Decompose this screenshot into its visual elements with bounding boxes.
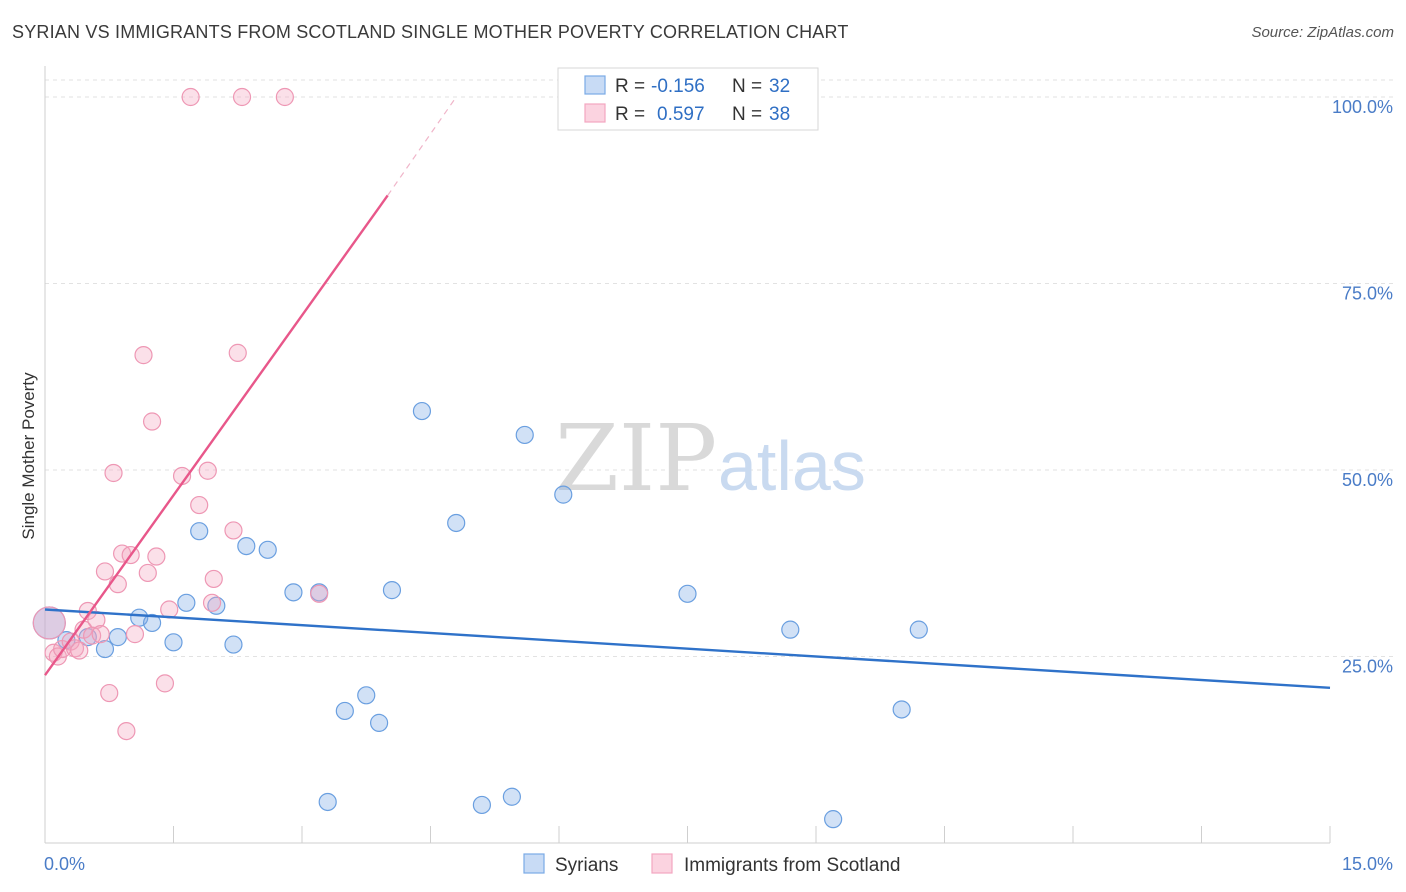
scotland-point-25 [160, 600, 179, 619]
bottom-legend-swatch-scotland [651, 853, 673, 874]
y-tick-label-75: 75.0% [1342, 284, 1393, 304]
legend-n-value-syrians: 32 [769, 76, 790, 97]
scotland-point-22 [142, 412, 162, 431]
scotland-point-36 [310, 584, 329, 603]
syrians-point-11 [224, 635, 243, 654]
legend-r-value-syrians: -0.156 [651, 76, 705, 97]
legend-r-label-syrians: R = [615, 76, 645, 97]
syrians-point-18 [357, 686, 376, 705]
scotland-point-23 [147, 547, 166, 566]
scotland-point-21 [138, 563, 157, 583]
watermark-zip: ZIP [555, 405, 717, 512]
scotland-trend-line [44, 194, 389, 676]
scotland-point-17 [117, 721, 136, 741]
scotland-point-35 [275, 87, 294, 107]
y-tick-label-50: 50.0% [1342, 470, 1393, 490]
x-tick-labels: 0.0% 15.0% [44, 854, 1393, 874]
y-tick-labels: 25.0% 50.0% 75.0% 100.0% [1332, 97, 1393, 677]
syrians-point-27 [678, 584, 697, 603]
legend-r-value-scotland: 0.597 [657, 104, 705, 125]
scotland-point-13 [100, 683, 119, 703]
series-legend: Syrians Immigrants from Scotland [523, 853, 900, 876]
syrians-point-9 [190, 522, 209, 541]
data-points [32, 87, 928, 829]
scotland-point-0 [32, 606, 66, 640]
scotland-point-31 [204, 569, 223, 589]
scotland-point-12 [95, 562, 115, 581]
syrians-point-17 [335, 701, 354, 721]
syrians-point-21 [412, 401, 432, 421]
scotland-point-27 [181, 87, 200, 107]
syrians-point-20 [382, 581, 402, 600]
scotland-point-32 [224, 521, 243, 540]
syrians-point-7 [164, 633, 183, 652]
scotland-point-29 [198, 461, 217, 480]
syrians-point-30 [892, 700, 911, 719]
legend-r-label-scotland: R = [615, 104, 645, 125]
syrians-point-22 [447, 513, 466, 533]
scotland-point-28 [190, 495, 209, 515]
bottom-legend-swatch-syrians [523, 853, 545, 874]
scotland-point-11 [91, 625, 110, 644]
scotland-point-33 [228, 343, 247, 362]
x-tick-label-min: 0.0% [44, 854, 85, 874]
syrians-point-24 [502, 787, 521, 806]
syrians-point-29 [824, 810, 843, 829]
scotland-point-20 [134, 346, 153, 365]
syrians-point-26 [554, 485, 573, 504]
syrians-point-13 [258, 540, 277, 559]
syrians-point-6 [142, 613, 162, 633]
scotland-trend-extension [387, 96, 457, 196]
scotland-point-14 [104, 463, 123, 483]
source-label: Source: ZipAtlas.com [1251, 24, 1394, 41]
bottom-legend-scotland: Immigrants from Scotland [684, 855, 900, 876]
legend-n-label-syrians: N = [732, 76, 762, 97]
syrians-point-23 [472, 795, 491, 815]
legend-swatch-scotland [584, 103, 606, 123]
syrians-point-25 [515, 425, 534, 445]
scotland-point-15 [108, 575, 127, 594]
syrians-point-16 [318, 792, 337, 812]
syrians-point-31 [909, 620, 928, 639]
y-axis-label: Single Mother Poverty [19, 372, 38, 540]
y-tick-label-100: 100.0% [1332, 97, 1393, 117]
axes [44, 66, 1331, 844]
scotland-point-24 [155, 674, 175, 693]
legend-swatch-syrians [584, 75, 606, 95]
syrians-trend-line [44, 608, 1331, 690]
bottom-legend-syrians: Syrians [555, 855, 618, 876]
legend-n-label-scotland: N = [732, 104, 762, 125]
syrians-point-8 [177, 593, 196, 612]
syrians-point-14 [284, 583, 303, 602]
scotland-point-30 [202, 593, 222, 612]
syrians-point-4 [108, 628, 127, 647]
syrians-point-12 [237, 536, 256, 556]
x-tick-label-max: 15.0% [1342, 854, 1393, 874]
chart-title: SYRIAN VS IMMIGRANTS FROM SCOTLAND SINGL… [12, 22, 849, 42]
scotland-point-19 [125, 625, 145, 644]
syrians-point-28 [781, 620, 800, 639]
legend-n-value-scotland: 38 [769, 104, 790, 125]
watermark-atlas: atlas [718, 427, 866, 505]
stats-legend: R = -0.156 N = 32 R = 0.597 N = 38 [557, 67, 819, 131]
trend-lines [44, 96, 1331, 690]
scotland-point-6 [70, 641, 89, 660]
grid-lines [45, 79, 1393, 657]
syrians-point-3 [95, 639, 115, 659]
watermark: ZIP atlas [555, 405, 866, 512]
y-tick-label-25: 25.0% [1342, 657, 1393, 677]
scotland-point-34 [232, 87, 252, 107]
syrians-point-19 [370, 713, 389, 732]
